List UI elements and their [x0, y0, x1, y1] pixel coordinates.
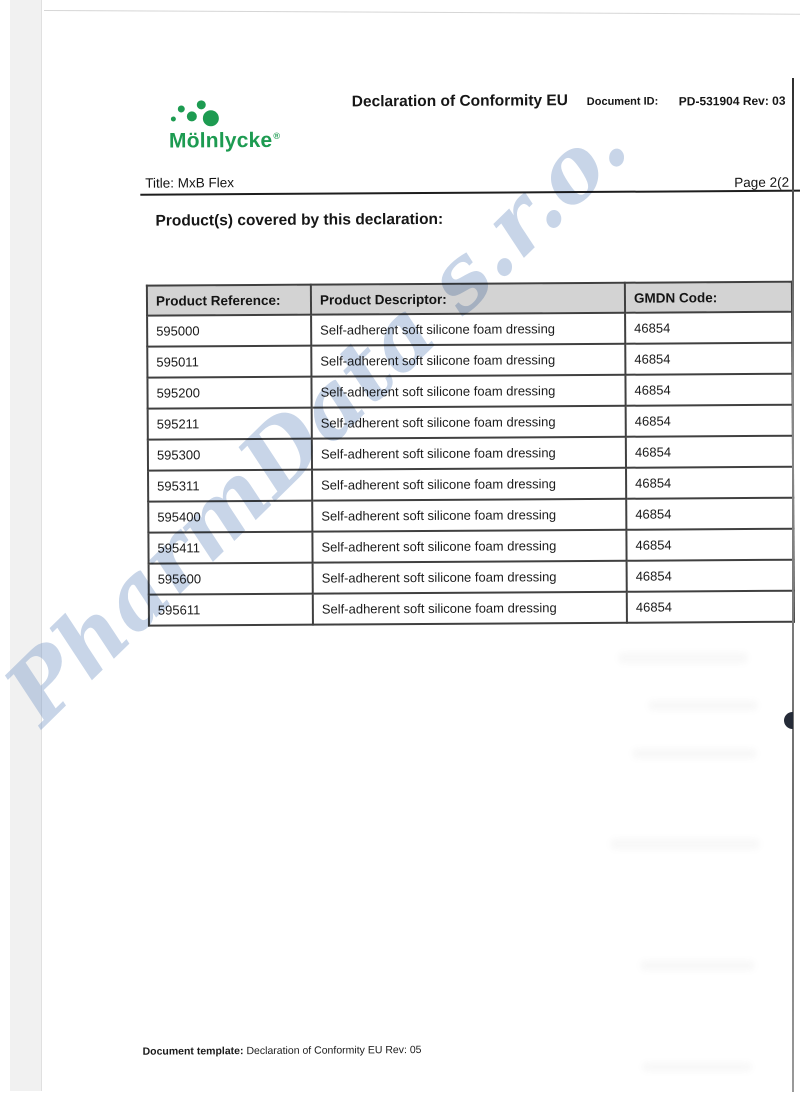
table-row: 595011 Self-adherent soft silicone foam d…: [147, 342, 793, 378]
product-reference-cell: 595600: [148, 562, 313, 595]
product-descriptor-cell: Self-adherent soft silicone foam dressin…: [311, 343, 626, 377]
gmdn-code-cell: 46854: [626, 497, 794, 530]
scan-smudge: [632, 748, 757, 759]
product-table: Product Reference: Product Descriptor: G…: [146, 281, 795, 627]
product-reference-cell: 595611: [148, 593, 313, 626]
product-reference-cell: 595400: [148, 500, 313, 533]
scan-smudge: [648, 700, 758, 711]
product-descriptor-cell: Self-adherent soft silicone foam dressin…: [311, 436, 627, 470]
gmdn-code-cell: 46854: [625, 373, 793, 406]
product-table-body: 595000 Self-adherent soft silicone foam d…: [147, 311, 794, 626]
section-heading: Product(s) covered by this declaration:: [155, 210, 444, 230]
table-row: 595211 Self-adherent soft silicone foam d…: [147, 404, 793, 440]
col-gmdn-code: GMDN Code:: [624, 281, 793, 313]
table-row: 595300 Self-adherent soft silicone foam d…: [147, 435, 794, 471]
footer: Document template: Declaration of Confor…: [143, 1044, 422, 1058]
product-descriptor-cell: Self-adherent soft silicone foam dressin…: [312, 591, 627, 625]
scan-smudge: [618, 652, 748, 664]
table-row: 595311 Self-adherent soft silicone foam d…: [148, 466, 794, 502]
product-descriptor-cell: Self-adherent soft silicone foam dressin…: [312, 498, 627, 532]
gmdn-code-cell: 46854: [625, 404, 793, 437]
registered-mark: ®: [273, 130, 281, 141]
gmdn-code-cell: 46854: [625, 342, 793, 375]
footer-value: Declaration of Conformity EU Rev: 05: [246, 1044, 422, 1058]
page-right-edge: [792, 78, 794, 1092]
product-descriptor-cell: Self-adherent soft silicone foam dressin…: [311, 312, 626, 346]
product-reference-cell: 595311: [148, 469, 313, 502]
scan-smudge: [642, 1062, 752, 1072]
gmdn-code-cell: 46854: [625, 435, 794, 468]
footer-label: Document template:: [142, 1045, 244, 1058]
product-descriptor-cell: Self-adherent soft silicone foam dressin…: [312, 467, 627, 501]
table-row: 595200 Self-adherent soft silicone foam d…: [147, 373, 793, 409]
document-title: Declaration of Conformity EU: [351, 92, 568, 111]
product-descriptor-cell: Self-adherent soft silicone foam dressin…: [311, 405, 626, 439]
logo-dot: [202, 110, 219, 127]
table-row: 595400 Self-adherent soft silicone foam d…: [148, 497, 794, 533]
document-id-value: PD-531904 Rev: 03: [678, 93, 786, 109]
document-id-label: Document ID:: [586, 95, 659, 108]
product-reference-cell: 595300: [147, 438, 313, 471]
molnlycke-logo: Mölnlycke®: [0, 0, 799, 153]
page-edge-mark: [784, 712, 793, 729]
gmdn-code-cell: 46854: [626, 559, 794, 592]
gmdn-code-cell: 46854: [626, 528, 794, 561]
title-underline: [140, 189, 800, 196]
table-header-row: Product Reference: Product Descriptor: G…: [146, 281, 793, 316]
table-row: 595000 Self-adherent soft silicone foam d…: [147, 311, 793, 347]
brand-text: Mölnlycke: [168, 128, 273, 153]
table-row: 595600 Self-adherent soft silicone foam d…: [148, 559, 794, 595]
table-row: 595411 Self-adherent soft silicone foam d…: [148, 528, 794, 564]
gmdn-code-cell: 46854: [625, 311, 793, 344]
product-descriptor-cell: Self-adherent soft silicone foam dressin…: [311, 374, 626, 408]
brand-name: Mölnlycke®: [169, 129, 280, 154]
logo-dot: [170, 116, 176, 122]
col-product-reference: Product Reference:: [146, 284, 312, 316]
product-reference-cell: 595200: [147, 376, 312, 409]
page-number: Page 2(2: [734, 174, 790, 191]
scan-smudge: [640, 960, 755, 971]
scanner-edge-band: [10, 0, 42, 1091]
product-reference-cell: 595000: [147, 314, 312, 347]
logo-dot: [177, 105, 185, 113]
product-descriptor-cell: Self-adherent soft silicone foam dressin…: [312, 529, 627, 563]
scan-smudge: [610, 838, 760, 850]
molnlycke-dots-icon: [170, 95, 225, 130]
col-product-descriptor: Product Descriptor:: [310, 282, 626, 315]
logo-dot: [186, 111, 197, 122]
product-descriptor-cell: Self-adherent soft silicone foam dressin…: [312, 560, 627, 594]
product-reference-cell: 595011: [147, 345, 312, 378]
title-text: Title: MxB Flex: [145, 175, 235, 191]
logo-dot: [196, 100, 206, 110]
product-reference-cell: 595211: [147, 407, 312, 440]
gmdn-code-cell: 46854: [626, 590, 794, 623]
gmdn-code-cell: 46854: [626, 466, 794, 499]
table-row: 595611 Self-adherent soft silicone foam d…: [148, 590, 794, 626]
product-reference-cell: 595411: [148, 531, 313, 564]
